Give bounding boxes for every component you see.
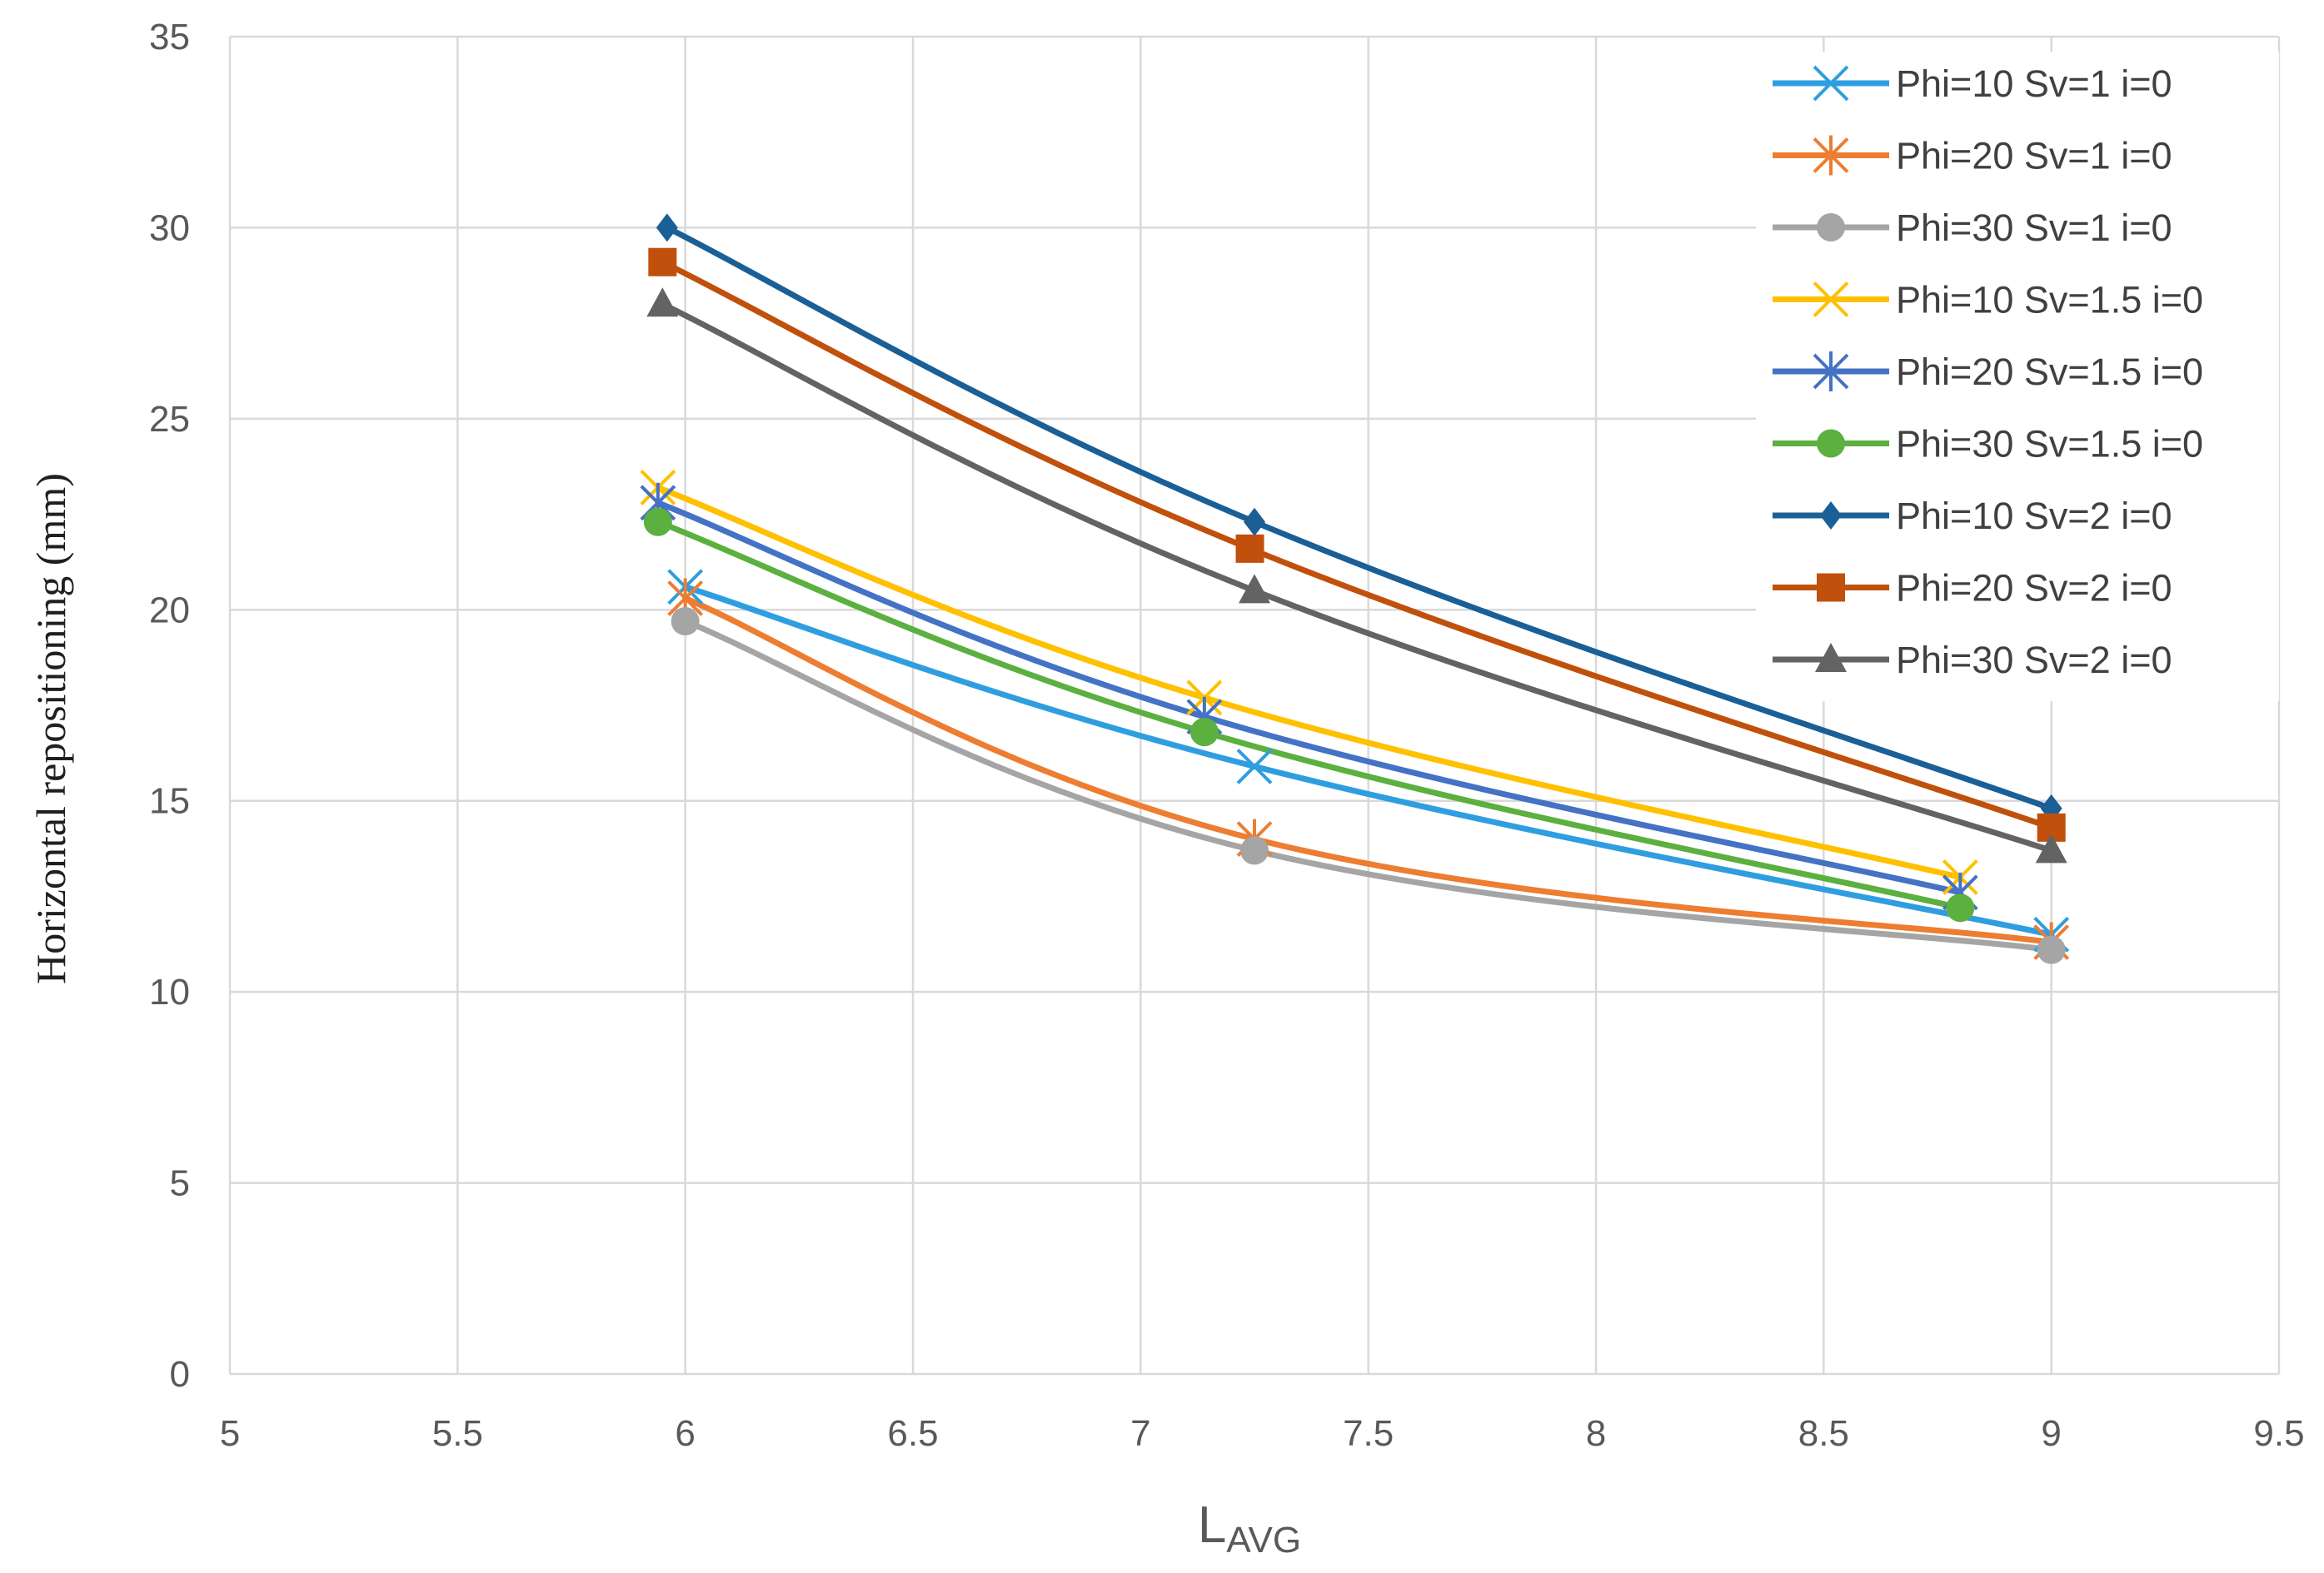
legend-item: Phi=20 Sv=2 i=0	[1773, 567, 2172, 610]
legend-swatch-marker	[1820, 501, 1842, 530]
legend-label: Phi=30 Sv=2 i=0	[1896, 639, 2172, 681]
legend-item: Phi=20 Sv=1.5 i=0	[1773, 351, 2203, 393]
data-point-s8-p2	[1235, 534, 1264, 563]
legend-swatch-marker	[1817, 429, 1845, 458]
data-point-s3-p1	[671, 607, 700, 636]
data-point-s7-p1	[656, 213, 678, 242]
x-tick-label: 9	[2041, 1413, 2061, 1454]
marker-shape	[643, 507, 672, 536]
series-line-6	[655, 519, 1963, 911]
legend-label: Phi=10 Sv=2 i=0	[1896, 495, 2172, 537]
data-point-s3-p3	[2037, 935, 2066, 964]
series-line-1	[682, 584, 2055, 938]
series-markers	[640, 213, 2070, 964]
marker-stroke	[1813, 65, 1849, 102]
legend-label: Phi=20 Sv=1.5 i=0	[1896, 351, 2203, 393]
series-line-2	[682, 595, 2055, 945]
legend-label: Phi=20 Sv=2 i=0	[1896, 567, 2172, 610]
legend-item: Phi=30 Sv=1.5 i=0	[1773, 423, 2203, 465]
legend-swatch-marker	[1813, 351, 1849, 391]
series-line-7	[664, 224, 2055, 812]
marker-shape	[1820, 501, 1842, 530]
legend: Phi=10 Sv=1 i=0 Phi=20 Sv=1 i=0 Phi=30 Sv=…	[1756, 52, 2279, 701]
series-line-4	[655, 484, 1963, 880]
data-point-s6-p1	[643, 507, 672, 536]
legend-swatch-marker	[1817, 213, 1845, 241]
legend-label: Phi=30 Sv=1.5 i=0	[1896, 423, 2203, 465]
legend-swatch-marker	[1815, 643, 1847, 672]
marker-shape	[1817, 573, 1845, 602]
y-tick-label: 15	[149, 781, 190, 822]
marker-shape	[2035, 834, 2067, 864]
marker-stroke	[1813, 281, 1849, 317]
legend-swatch-marker	[1813, 281, 1849, 317]
legend-item: Phi=10 Sv=2 i=0	[1773, 495, 2172, 537]
data-point-s9-p2	[1239, 574, 1270, 604]
legend-swatch-marker	[1813, 135, 1849, 176]
x-tick-label: 7.5	[1343, 1413, 1394, 1454]
x-axis-label-subscript: AVG	[1226, 1520, 1301, 1561]
legend-item: Phi=30 Sv=1 i=0	[1773, 207, 2172, 249]
x-tick-label: 5	[220, 1413, 240, 1454]
x-tick-label: 8.5	[1798, 1413, 1849, 1454]
data-point-s1-p2	[1236, 749, 1273, 784]
marker-shape	[1817, 429, 1845, 458]
x-axis-label-main: L	[1198, 1496, 1226, 1554]
legend-item: Phi=10 Sv=1 i=0	[1773, 62, 2172, 105]
y-tick-label: 35	[149, 17, 190, 57]
marker-shape	[1235, 534, 1264, 563]
x-tick-label: 5.5	[432, 1413, 483, 1454]
y-tick-label: 25	[149, 399, 190, 440]
data-point-s6-p3	[1946, 894, 1975, 923]
y-axis-label: Horizontal repositioning (mm)	[27, 473, 74, 984]
gridlines	[228, 35, 2281, 1376]
marker-shape	[1946, 894, 1975, 923]
legend-label: Phi=10 Sv=1.5 i=0	[1896, 279, 2203, 321]
marker-shape	[1817, 213, 1845, 241]
marker-stroke	[1236, 749, 1273, 784]
legend-swatch-marker	[1817, 573, 1845, 602]
marker-shape	[1815, 643, 1847, 672]
data-point-s6-p2	[1189, 718, 1219, 747]
legend-label: Phi=20 Sv=1 i=0	[1896, 135, 2172, 177]
series-lines	[655, 224, 2055, 953]
x-tick-label: 9.5	[2253, 1413, 2304, 1454]
legend-label: Phi=10 Sv=1 i=0	[1896, 62, 2172, 105]
marker-shape	[1244, 507, 1265, 536]
x-tick-label: 6	[675, 1413, 695, 1454]
marker-shape	[656, 213, 678, 242]
marker-shape	[648, 247, 677, 276]
x-tick-label: 7	[1130, 1413, 1150, 1454]
marker-shape	[1239, 574, 1270, 604]
y-tick-label: 5	[170, 1163, 190, 1204]
legend-item: Phi=10 Sv=1.5 i=0	[1773, 279, 2203, 321]
series-line-5	[655, 500, 1963, 896]
x-tick-label: 8	[1586, 1413, 1606, 1454]
marker-shape	[671, 607, 700, 636]
data-point-s7-p2	[1244, 507, 1265, 536]
y-tick-label: 0	[170, 1354, 190, 1395]
data-point-s9-p3	[2035, 834, 2067, 864]
data-point-s9-p1	[646, 287, 679, 317]
marker-shape	[646, 287, 679, 317]
y-tick-label: 30	[149, 207, 190, 248]
legend-label: Phi=30 Sv=1 i=0	[1896, 207, 2172, 249]
series-line-9	[659, 301, 2055, 854]
marker-shape	[1189, 718, 1219, 747]
marker-shape	[1240, 836, 1269, 865]
legend-item: Phi=20 Sv=1 i=0	[1773, 135, 2172, 177]
data-point-s3-p2	[1240, 836, 1269, 865]
series-line-3	[682, 618, 2055, 953]
x-tick-label: 6.5	[887, 1413, 938, 1454]
legend-item: Phi=30 Sv=2 i=0	[1773, 639, 2172, 681]
y-tick-label: 10	[149, 972, 190, 1013]
data-point-s8-p1	[648, 247, 677, 276]
marker-shape	[2037, 935, 2066, 964]
x-axis-label: LAVG	[1198, 1496, 1301, 1561]
legend-swatch-marker	[1813, 65, 1849, 102]
y-tick-label: 20	[149, 590, 190, 630]
